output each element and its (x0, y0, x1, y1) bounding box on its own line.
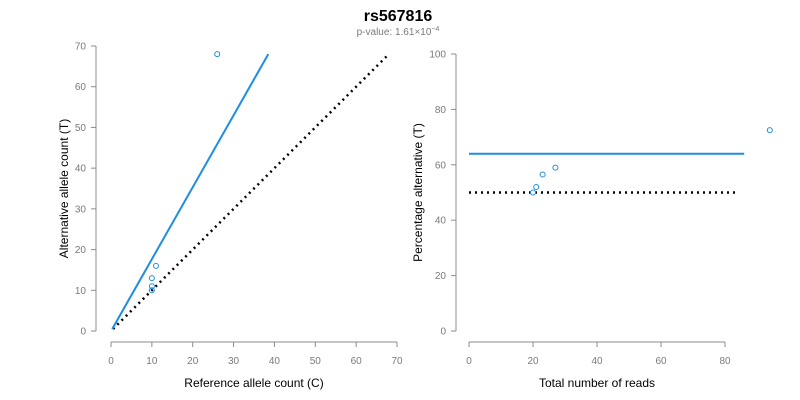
data-point (539, 171, 546, 178)
y-tick-label: 10 (75, 286, 87, 297)
reference-line (112, 55, 388, 330)
percentage-panel: 0 20 40 60 80 0 20 40 60 80 100 Total number of rea… (411, 50, 773, 390)
data-point (766, 127, 773, 134)
x-axis-label: Total number of reads (539, 376, 655, 390)
y-tick-label: 60 (75, 82, 87, 93)
y-axis-label: Percentage alternative (T) (411, 123, 425, 262)
x-tick-label: 60 (655, 356, 667, 367)
x-tick-label: 10 (146, 356, 158, 367)
y-tick-label: 0 (80, 327, 86, 338)
x-tick-label: 50 (310, 356, 322, 367)
chart-title: rs567816 (364, 8, 433, 25)
y-tick-label: 80 (435, 105, 447, 116)
data-point (214, 51, 221, 58)
x-axis-label: Reference allele count (C) (184, 376, 323, 390)
y-tick-label: 70 (75, 42, 87, 53)
y-tick-label: 50 (75, 123, 87, 134)
x-tick-label: 40 (269, 356, 281, 367)
y-tick-label: 0 (440, 327, 446, 338)
p-value-subtitle: p-value: 1.61×10−4 (357, 26, 440, 38)
data-point (148, 287, 155, 294)
x-tick-label: 0 (108, 356, 114, 367)
y-tick-label: 100 (429, 50, 446, 61)
x-tick-label: 30 (228, 356, 240, 367)
data-point (152, 262, 159, 269)
x-tick-label: 20 (187, 356, 199, 367)
y-tick-label: 20 (435, 271, 447, 282)
x-tick-label: 80 (719, 356, 731, 367)
data-point (148, 283, 155, 290)
x-tick-label: 40 (591, 356, 603, 367)
data-point (530, 189, 536, 196)
x-tick-label: 0 (466, 356, 472, 367)
y-tick-label: 40 (435, 216, 447, 227)
x-tick-label: 60 (351, 356, 363, 367)
allele-count-panel: 0 10 20 30 40 50 60 70 0 10 20 30 40 50 60 70 Reference … (57, 42, 403, 391)
y-tick-label: 60 (435, 160, 447, 171)
x-tick-label: 70 (391, 356, 403, 367)
data-point (552, 164, 559, 171)
data-point (148, 275, 155, 282)
y-tick-label: 30 (75, 204, 87, 215)
y-tick-label: 40 (75, 164, 87, 175)
y-tick-label: 20 (75, 245, 87, 256)
fit-line (111, 53, 270, 330)
x-tick-label: 20 (527, 356, 539, 367)
y-axis-label: Alternative allele count (T) (57, 119, 71, 258)
data-point (533, 183, 540, 190)
